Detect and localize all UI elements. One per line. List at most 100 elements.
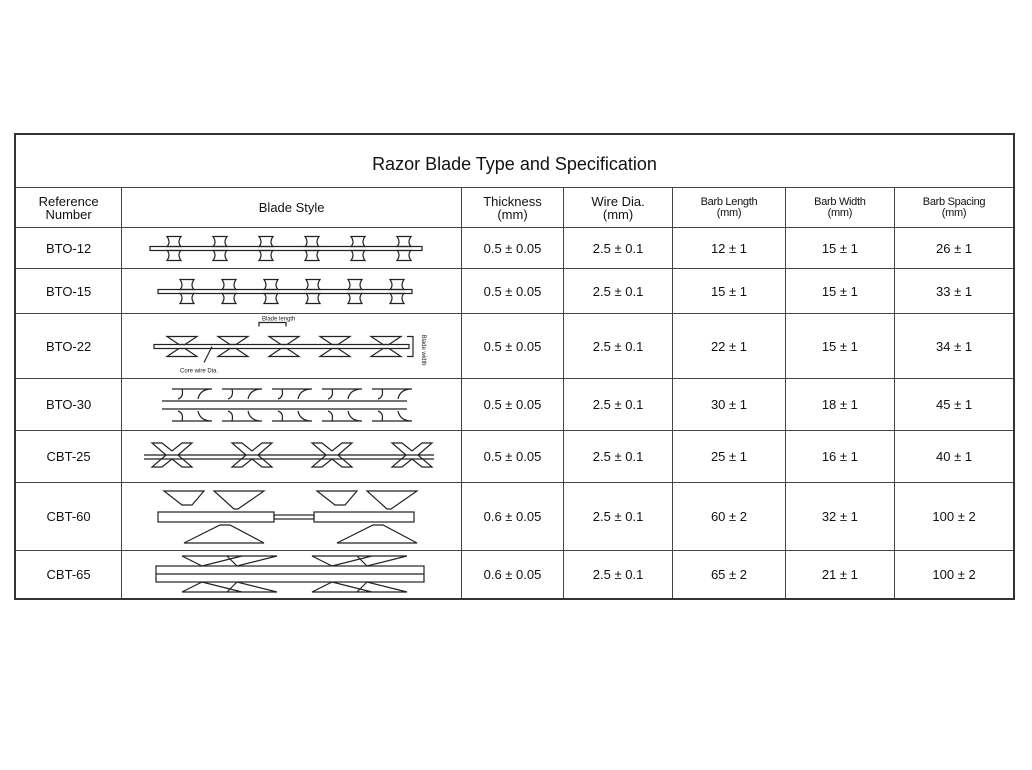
barb — [310, 441, 354, 468]
barb-spacing-cell: 40 ± 1 — [894, 430, 1015, 483]
core-wire-pointer — [203, 345, 213, 363]
table-row: BTO-22 Blade length Blade width Core wire D… — [14, 313, 1015, 379]
barb — [222, 409, 263, 422]
wire-dia-cell: 2.5 ± 0.1 — [562, 378, 674, 431]
core-wire — [153, 343, 410, 349]
barb-width-cell: 15 ± 1 — [784, 227, 896, 269]
thickness-cell: 0.5 ± 0.05 — [461, 313, 564, 379]
wire-dia-cell: 2.5 ± 0.1 — [562, 268, 674, 314]
blade-style-cell — [121, 227, 463, 269]
barb — [336, 523, 418, 544]
blade-style-cell — [121, 268, 463, 314]
blade-diagram — [144, 441, 435, 468]
barb — [172, 409, 213, 422]
wire-dia-cell: 2.5 ± 0.1 — [562, 227, 674, 269]
blade-style-cell — [121, 430, 463, 483]
barb — [390, 441, 434, 468]
blade-diagram — [149, 235, 423, 261]
reference-cell: BTO-15 — [14, 268, 123, 314]
thickness-cell: 0.6 ± 0.05 — [461, 482, 564, 551]
barb — [257, 235, 275, 261]
thickness-cell: 0.6 ± 0.05 — [461, 550, 564, 599]
barb — [162, 489, 267, 510]
barb — [262, 278, 280, 304]
barb-length-cell: 12 ± 1 — [672, 227, 786, 269]
table-row: CBT-65 0.6 ± 0.05 2.5 ± 0.1 65 ± 2 21 ± 1 100… — [14, 550, 1015, 599]
barb — [272, 409, 313, 422]
reference-cell: BTO-22 — [14, 313, 123, 379]
spec-table: Razor Blade Type and Specification Refer… — [14, 133, 1015, 600]
table-row: CBT-25 0.5 ± 0.05 2.5 ± 0.1 25 ± 1 16 ± 1 40 … — [14, 430, 1015, 483]
barb — [211, 235, 229, 261]
barb-spacing-cell: 45 ± 1 — [894, 378, 1015, 431]
reference-cell: BTO-12 — [14, 227, 123, 269]
barb — [311, 555, 408, 567]
wire-dia-cell: 2.5 ± 0.1 — [562, 482, 674, 551]
barb — [230, 441, 274, 468]
table-row: BTO-15 0.5 ± 0.05 2.5 ± 0.1 15 ± 1 15 ± 1 33 … — [14, 268, 1015, 314]
barb — [372, 409, 413, 422]
blade-diagram — [157, 489, 420, 544]
barb-length-cell: 60 ± 2 — [672, 482, 786, 551]
core-wire — [149, 245, 423, 251]
header-row: Reference Number Blade Style Thickness (mm… — [14, 187, 1015, 228]
blade-style-cell — [121, 550, 463, 599]
barb-width-cell: 15 ± 1 — [784, 313, 896, 379]
barb — [181, 555, 278, 567]
barb — [165, 335, 200, 357]
blade-width-bracket — [407, 335, 414, 357]
thickness-cell: 0.5 ± 0.05 — [461, 227, 564, 269]
barb — [303, 235, 321, 261]
barb-spacing-cell: 26 ± 1 — [894, 227, 1015, 269]
reference-cell: CBT-25 — [14, 430, 123, 483]
barb-width-cell: 18 ± 1 — [784, 378, 896, 431]
header-barb-width: Barb Width (mm) — [784, 187, 896, 228]
barb — [395, 235, 413, 261]
barb-width-cell: 16 ± 1 — [784, 430, 896, 483]
blade-style-cell — [121, 378, 463, 431]
core-wire — [273, 513, 315, 520]
barb — [388, 278, 406, 304]
barb-spacing-cell: 100 ± 2 — [894, 550, 1015, 599]
barb — [304, 278, 322, 304]
header-barb-spacing: Barb Spacing (mm) — [894, 187, 1015, 228]
barb-width-cell: 32 ± 1 — [784, 482, 896, 551]
table-row: CBT-60 0.6 ± 0.05 2.5 ± 0.1 60 ± 2 32 ± 1 100… — [14, 482, 1015, 551]
barb-length-cell: 22 ± 1 — [672, 313, 786, 379]
core-wire — [157, 510, 275, 523]
barb — [318, 335, 353, 357]
barb — [322, 409, 363, 422]
barb — [220, 278, 238, 304]
blade-diagram — [157, 278, 413, 304]
wire-dia-cell: 2.5 ± 0.1 — [562, 313, 674, 379]
header-barb-length: Barb Length (mm) — [672, 187, 786, 228]
barb — [181, 581, 278, 593]
barb — [216, 335, 251, 357]
barb — [222, 387, 263, 400]
thickness-cell: 0.5 ± 0.05 — [461, 378, 564, 431]
barb — [311, 581, 408, 593]
table-row: BTO-30 0.5 ± 0.05 2.5 ± 0.1 30 ± 1 18 ± 1 45 … — [14, 378, 1015, 431]
thickness-cell: 0.5 ± 0.05 — [461, 268, 564, 314]
barb — [172, 387, 213, 400]
barb-length-cell: 30 ± 1 — [672, 378, 786, 431]
barb — [165, 235, 183, 261]
header-reference: Reference Number — [14, 187, 123, 228]
barb-spacing-cell: 100 ± 2 — [894, 482, 1015, 551]
barb — [349, 235, 367, 261]
header-blade-style: Blade Style — [121, 187, 463, 228]
barb — [183, 523, 265, 544]
core-wire — [157, 288, 413, 294]
blade-diagram: Blade length Blade width Core wire Dia. — [153, 316, 426, 374]
barb — [150, 441, 194, 468]
core-wire — [313, 510, 415, 523]
blade-diagram — [155, 555, 425, 593]
blade-width-label: Blade width — [420, 334, 426, 365]
table-row: BTO-12 0.5 ± 0.05 2.5 ± 0.1 12 ± 1 15 ± 1 26 … — [14, 227, 1015, 269]
barb-length-cell: 25 ± 1 — [672, 430, 786, 483]
barb-width-cell: 15 ± 1 — [784, 268, 896, 314]
reference-cell: CBT-65 — [14, 550, 123, 599]
barb — [322, 387, 363, 400]
barb — [178, 278, 196, 304]
barb — [315, 489, 420, 510]
